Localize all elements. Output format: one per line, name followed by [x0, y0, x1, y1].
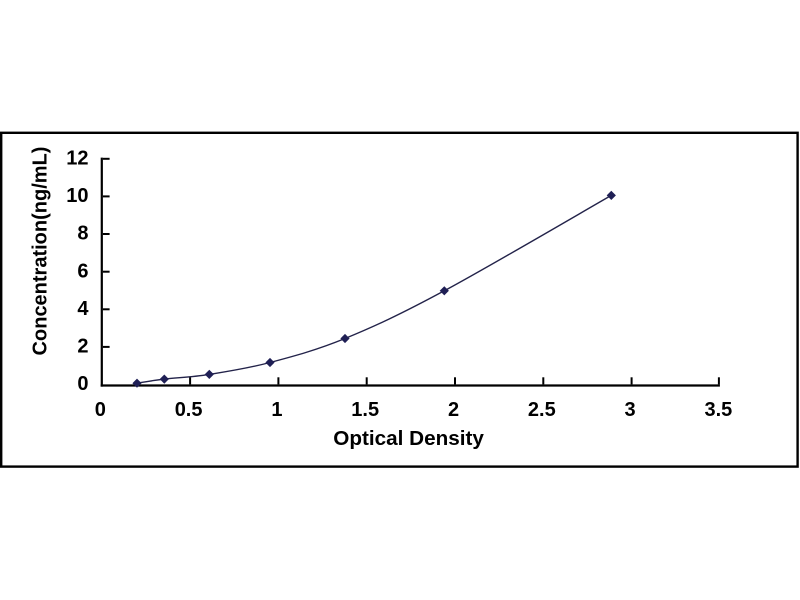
svg-text:12: 12 [66, 147, 88, 169]
svg-text:6: 6 [77, 260, 88, 282]
svg-text:0.5: 0.5 [175, 399, 203, 421]
svg-text:1: 1 [271, 399, 282, 421]
svg-text:1.5: 1.5 [351, 399, 379, 421]
svg-text:3.5: 3.5 [704, 399, 732, 421]
svg-text:3: 3 [625, 399, 636, 421]
svg-text:0: 0 [95, 399, 106, 421]
svg-text:Concentration(ng/mL): Concentration(ng/mL) [29, 147, 51, 356]
svg-text:Optical Density: Optical Density [333, 427, 484, 450]
svg-text:8: 8 [77, 223, 88, 245]
svg-text:10: 10 [66, 185, 88, 207]
svg-text:4: 4 [77, 298, 89, 320]
svg-text:2: 2 [77, 336, 88, 358]
svg-text:2.5: 2.5 [528, 399, 556, 421]
svg-text:2: 2 [448, 399, 459, 421]
svg-text:0: 0 [77, 373, 88, 395]
